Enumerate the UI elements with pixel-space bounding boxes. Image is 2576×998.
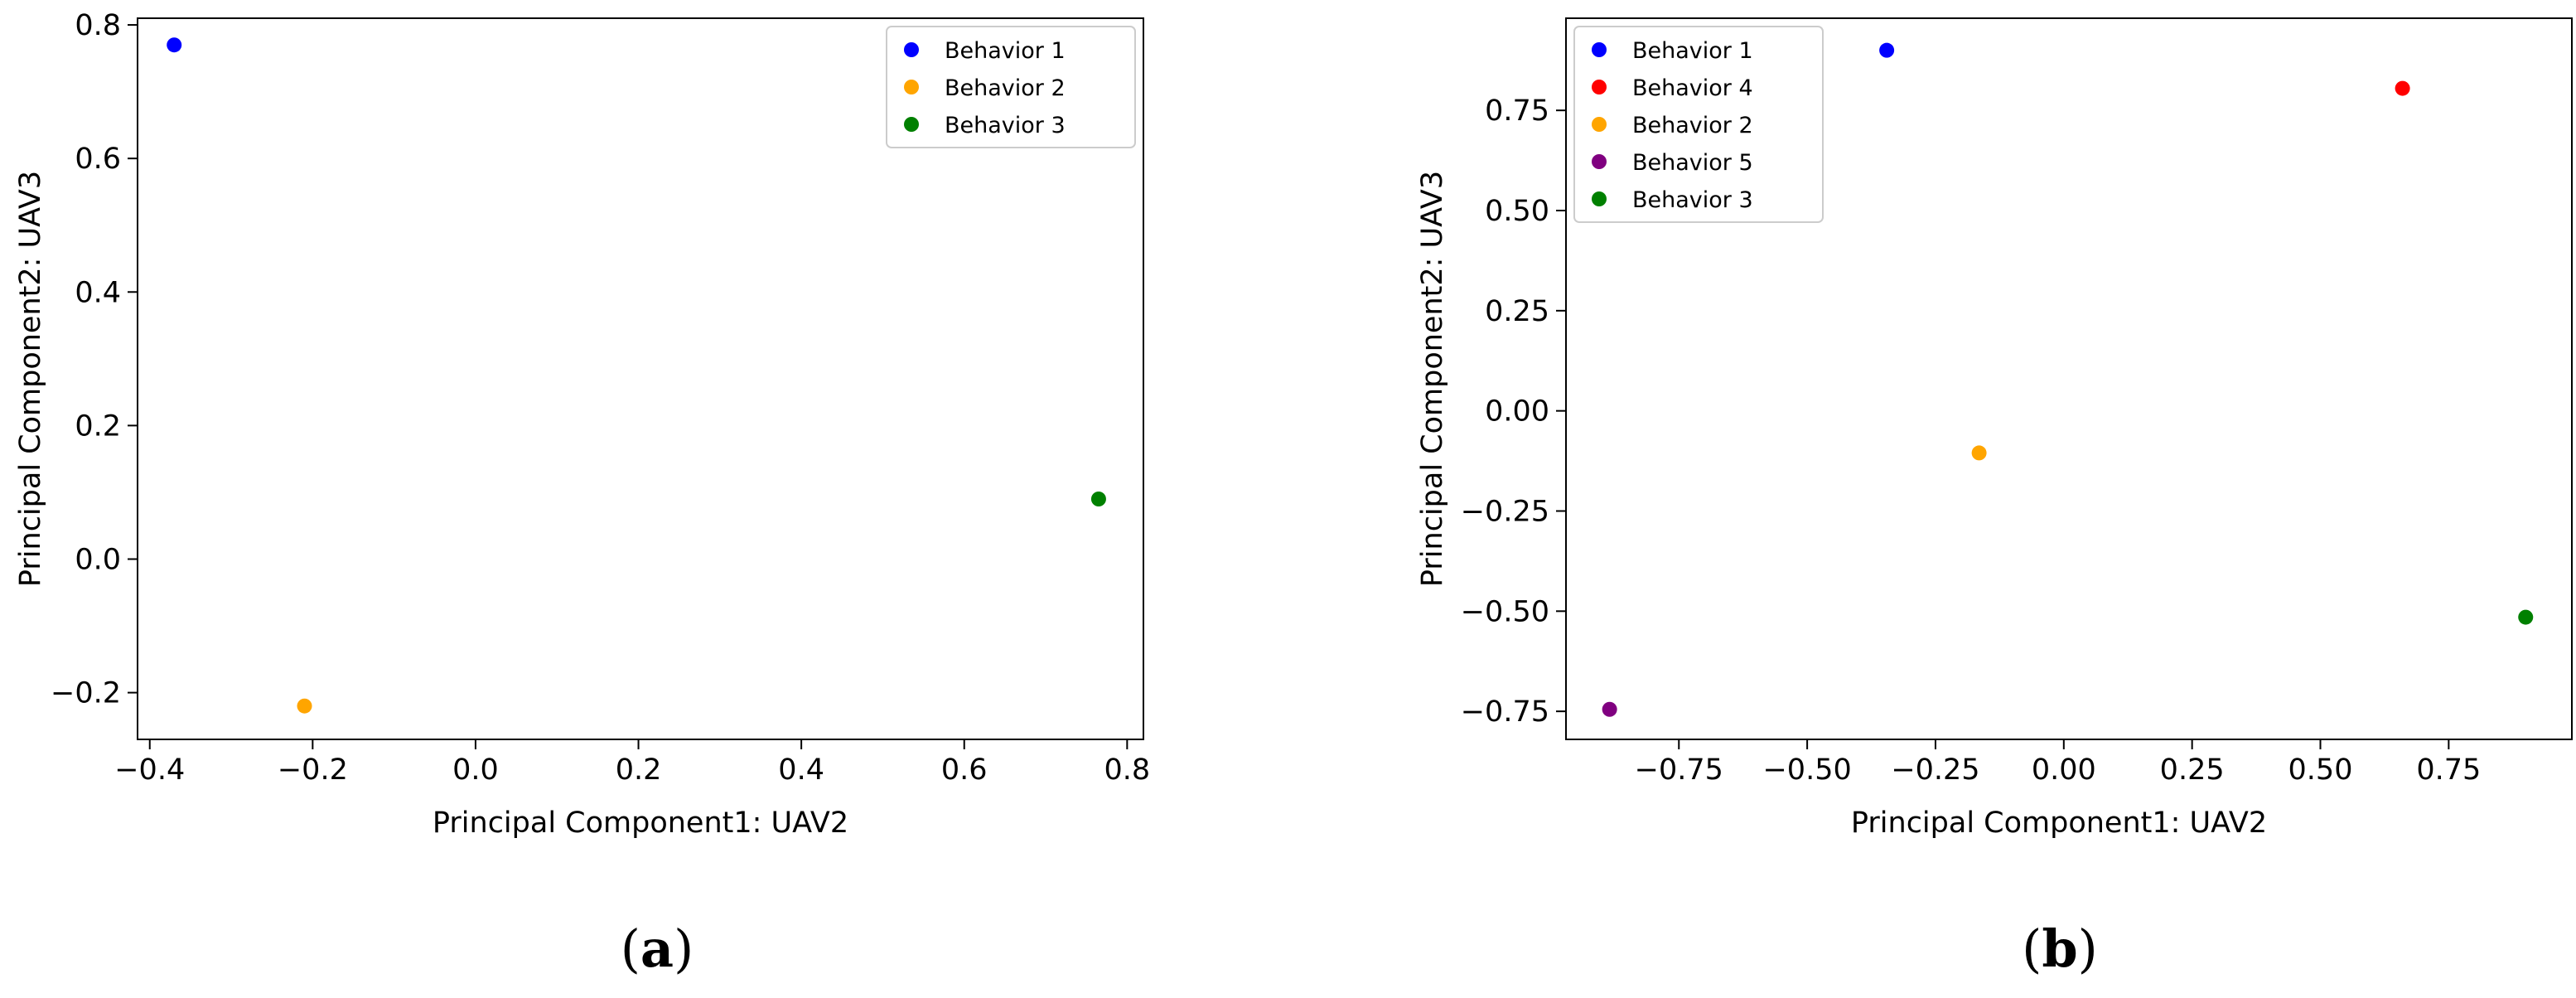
legend-marker [904,80,919,94]
legend-item: Behavior 4 [1592,75,1753,101]
legend-label: Behavior 4 [1632,75,1753,101]
x-tick-label: 0.00 [2032,753,2096,787]
y-axis-label: Principal Component2: UAV3 [1416,171,1449,587]
x-tick-label: 0.6 [941,753,988,787]
panel-caption-letter: a [640,918,674,979]
x-tick-label: 0.4 [778,753,824,787]
x-tick-label: 0.25 [2160,753,2225,787]
x-tick-label: −0.4 [114,753,185,787]
legend-label: Behavior 3 [1632,187,1753,213]
scatter-point-behavior-1 [1879,42,1895,58]
legend-marker [904,117,919,132]
y-tick-label: 0.2 [75,409,121,443]
y-tick-label: 0.00 [1485,395,1549,429]
legend-marker [1592,42,1607,57]
scatter-point-behavior-2 [297,698,312,714]
legend-item: Behavior 2 [904,75,1066,101]
x-tick-label: 0.2 [616,753,662,787]
y-tick-label: −0.75 [1461,695,1549,729]
legend-marker [1592,117,1607,132]
panel-caption: (a) [621,918,694,979]
panel-a: −0.4 −0.2 0.0 0.2 0.4 0.6 0.8 −0.2 0.0 0.2 0.4 0.6… [14,9,1150,979]
plot-area-frame [137,17,1144,740]
y-tick-label: 0.6 [75,143,121,176]
panel-caption-letter: b [2042,918,2077,979]
x-tick-label: −0.2 [278,753,348,787]
x-tick-label: 0.8 [1104,753,1151,787]
legend-item: Behavior 1 [1592,38,1753,64]
y-axis-ticks: −0.75 −0.50 −0.25 0.00 0.25 0.50 0.75 [1461,94,1566,729]
legend-marker [1592,80,1607,94]
scatter-points [167,37,1106,714]
legend-label: Behavior 1 [1632,38,1753,64]
plot-area-frame [1565,17,2573,740]
x-tick-label: −0.25 [1891,753,1979,787]
y-tick-label: 0.8 [75,9,121,42]
legend-marker [1592,154,1607,169]
legend-label: Behavior 2 [945,75,1066,101]
legend: Behavior 1 Behavior 4 Behavior 2 Behavior 5… [1573,26,1824,223]
legend-label: Behavior 2 [1632,113,1753,138]
legend-frame [1573,26,1824,223]
legend-item: Behavior 1 [904,38,1066,64]
x-tick-label: 0.0 [452,753,499,787]
scatter-point-behavior-3 [1090,492,1106,506]
legend-marker [904,42,919,57]
scatter-points [1602,42,2534,717]
legend-frame [886,26,1136,148]
y-tick-label: 0.75 [1485,94,1549,128]
x-axis-ticks: −0.4 −0.2 0.0 0.2 0.4 0.6 0.8 [114,739,1150,787]
y-tick-label: 0.25 [1485,295,1549,328]
panel-b: −0.75 −0.50 −0.25 0.00 0.25 0.50 0.75 −0.75−0.… [1416,17,2573,979]
legend: Behavior 1 Behavior 2 Behavior 3 [886,26,1136,148]
x-tick-label: 0.75 [2416,753,2481,787]
legend-item: Behavior 3 [904,113,1066,138]
x-axis-label: Principal Component1: UAV2 [1851,807,2267,840]
scatter-point-behavior-4 [2395,80,2410,96]
scatter-point-behavior-1 [167,37,182,53]
y-tick-label: 0.4 [75,276,121,309]
y-tick-label: 0.50 [1485,195,1549,228]
y-tick-label: −0.2 [51,677,121,710]
legend-label: Behavior 1 [945,38,1066,64]
y-tick-label: −0.25 [1461,496,1549,529]
legend-label: Behavior 3 [945,113,1066,138]
scatter-point-behavior-3 [2518,609,2534,625]
x-tick-label: −0.75 [1635,753,1723,787]
legend-marker [1592,191,1607,206]
x-axis-ticks: −0.75 −0.50 −0.25 0.00 0.25 0.50 0.75 [1635,739,2481,787]
panel-caption: (b) [2022,918,2098,979]
y-axis-label: Principal Component2: UAV3 [14,171,47,587]
legend-item: Behavior 5 [1592,150,1753,176]
y-tick-label: −0.50 [1461,595,1549,628]
legend-item: Behavior 2 [1592,113,1753,138]
legend-item: Behavior 3 [1592,187,1753,213]
legend-label: Behavior 5 [1632,150,1753,176]
x-tick-label: −0.50 [1762,753,1851,787]
x-tick-label: 0.50 [2288,753,2353,787]
y-tick-label: 0.0 [75,544,121,577]
y-axis-ticks: −0.2 0.0 0.2 0.4 0.6 0.8 [51,9,138,710]
scatter-point-behavior-5 [1602,701,1617,717]
scatter-point-behavior-2 [1971,445,1987,461]
x-axis-label: Principal Component1: UAV2 [433,807,848,840]
